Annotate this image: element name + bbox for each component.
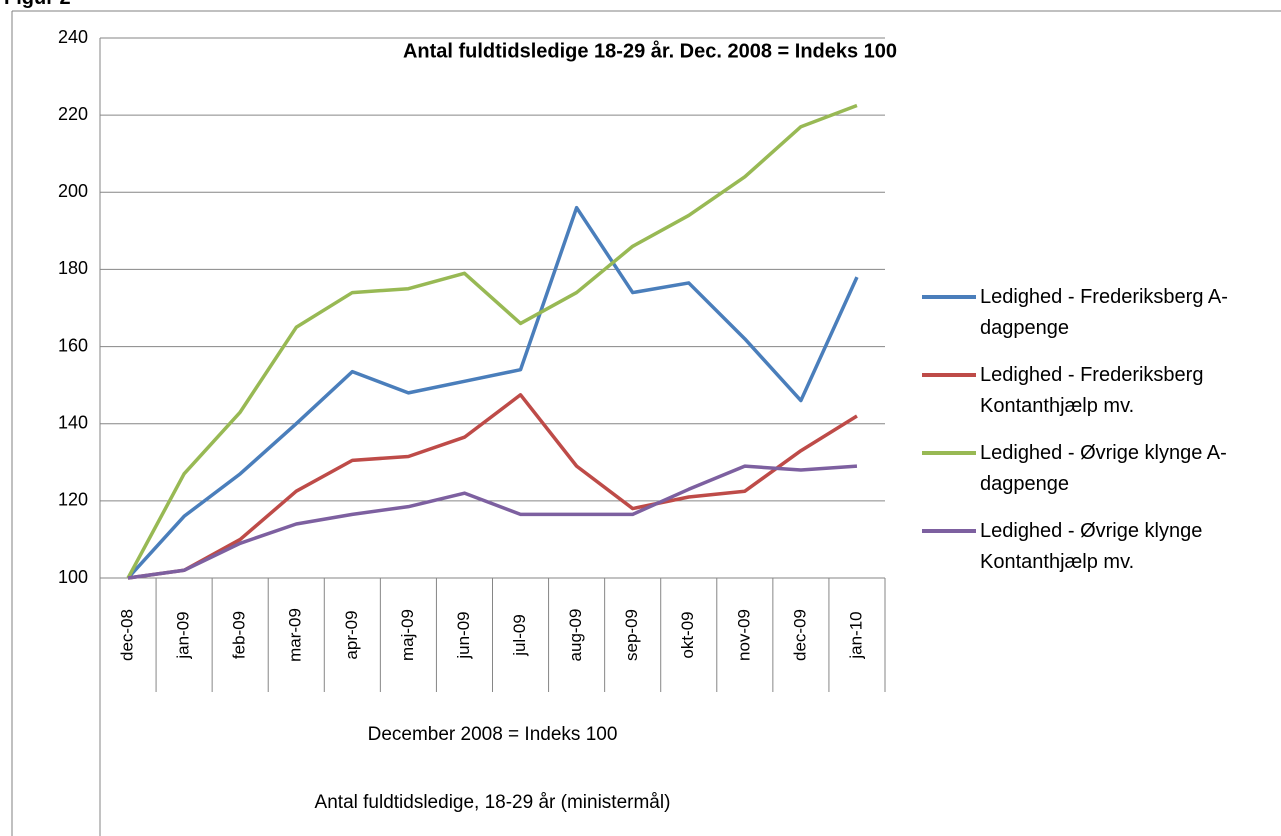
x-tick-label: jun-09 [454,611,473,659]
legend-item: Ledighed - Øvrige klynge A-dagpenge [922,438,1272,516]
y-tick-label: 120 [58,490,88,510]
x-tick-label: jul-09 [510,614,529,657]
series-line [127,393,858,580]
x-group-label: Antal fuldtidsledige, 18-29 år (minister… [315,792,671,813]
legend-swatch [922,373,976,377]
legend-label: Ledighed - Øvrige klynge Kontanthjælp mv… [980,520,1203,573]
legend-swatch [922,295,976,299]
y-tick-label: 200 [58,181,88,201]
series-line [127,464,858,580]
x-tick-label: apr-09 [342,610,361,659]
x-tick-label: jan-09 [174,611,193,659]
x-tick-label: aug-09 [566,609,585,662]
figure-label: Figur 2 [4,0,71,9]
legend: Ledighed - Frederiksberg A-dagpenge Ledig… [922,282,1272,594]
y-tick-label: 180 [58,258,88,278]
y-tick-label: 220 [58,104,88,124]
y-tick-label: 240 [58,27,88,47]
series-line [126,205,859,580]
legend-swatch [922,451,976,455]
y-tick-label: 140 [58,412,88,432]
x-tick-label: maj-09 [398,609,417,661]
legend-label: Ledighed - Frederiksberg Kontanthjælp mv… [980,364,1204,417]
y-tick-label: 100 [58,567,88,587]
legend-swatch [922,529,976,533]
legend-label: Ledighed - Øvrige klynge A-dagpenge [980,442,1227,495]
legend-item: Ledighed - Frederiksberg A-dagpenge [922,282,1272,360]
legend-item: Ledighed - Øvrige klynge Kontanthjælp mv… [922,516,1272,594]
legend-item: Ledighed - Frederiksberg Kontanthjælp mv… [922,360,1272,438]
x-group-label: December 2008 = Indeks 100 [368,724,618,745]
legend-label: Ledighed - Frederiksberg A-dagpenge [980,286,1228,339]
x-tick-label: nov-09 [734,609,753,661]
x-tick-label: mar-09 [286,608,305,662]
x-tick-label: feb-09 [230,611,249,659]
x-tick-label: dec-09 [790,609,809,661]
x-tick-label: sep-09 [622,609,641,661]
chart-title: Antal fuldtidsledige 18-29 år. Dec. 2008… [403,39,897,62]
y-tick-label: 160 [58,335,88,355]
x-tick-label: dec-08 [118,609,137,661]
series-line [126,103,858,579]
x-tick-label: jan-10 [846,611,865,659]
x-tick-label: okt-09 [678,611,697,658]
